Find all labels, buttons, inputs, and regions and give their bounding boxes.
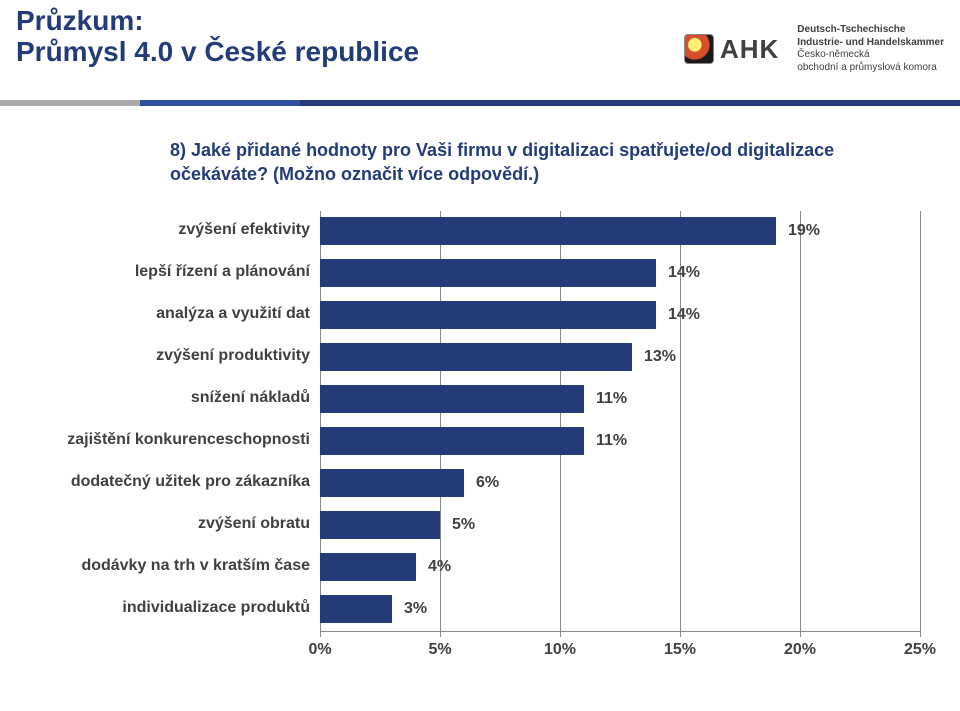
axis-tick-label: 5% bbox=[428, 641, 451, 659]
bar-row: 3% bbox=[320, 595, 920, 623]
value-label: 5% bbox=[452, 516, 475, 534]
rule-segment-blue2 bbox=[300, 100, 960, 106]
partner-line-4: obchodní a průmyslová komora bbox=[797, 62, 944, 75]
bar-row: 11% bbox=[320, 385, 920, 413]
value-label: 4% bbox=[428, 558, 451, 576]
value-label: 3% bbox=[404, 600, 427, 618]
partner-line-2: Industrie- und Handelskammer bbox=[797, 37, 944, 50]
value-label: 14% bbox=[668, 306, 700, 324]
bar-row: 13% bbox=[320, 343, 920, 371]
value-label: 13% bbox=[644, 348, 676, 366]
ahk-logo: AHK bbox=[684, 34, 779, 65]
category-label: dodávky na trh v kratším čase bbox=[50, 557, 310, 575]
bar-row: 19% bbox=[320, 217, 920, 245]
axis-tick-label: 20% bbox=[784, 641, 816, 659]
header-rule bbox=[0, 100, 960, 106]
axis-tick-label: 25% bbox=[904, 641, 936, 659]
rule-segment-blue1 bbox=[140, 100, 300, 106]
bar-row: 14% bbox=[320, 259, 920, 287]
bar bbox=[320, 259, 656, 287]
axis-tick-label: 15% bbox=[664, 641, 696, 659]
category-label: analýza a využití dat bbox=[50, 305, 310, 323]
bar bbox=[320, 511, 440, 539]
bar bbox=[320, 427, 584, 455]
ahk-mark-icon bbox=[684, 34, 714, 64]
axis-tick bbox=[560, 631, 561, 637]
axis-tick-label: 10% bbox=[544, 641, 576, 659]
partner-line-3: Česko-německá bbox=[797, 49, 944, 62]
category-label: zajištění konkurenceschopnosti bbox=[50, 431, 310, 449]
value-label: 14% bbox=[668, 264, 700, 282]
axis-tick bbox=[920, 631, 921, 637]
bar bbox=[320, 301, 656, 329]
axis-tick bbox=[440, 631, 441, 637]
axis-tick-label: 0% bbox=[308, 641, 331, 659]
axis-baseline bbox=[320, 631, 920, 632]
page-title: Průzkum: Průmysl 4.0 v České republice bbox=[16, 6, 419, 68]
category-label: zvýšení obratu bbox=[50, 515, 310, 533]
bar-row: 5% bbox=[320, 511, 920, 539]
partner-text: Deutsch-Tschechische Industrie- und Hand… bbox=[797, 24, 944, 74]
ahk-text: AHK bbox=[720, 34, 779, 65]
category-label: dodatečný užitek pro zákazníka bbox=[50, 473, 310, 491]
value-label: 11% bbox=[596, 432, 627, 450]
value-label: 19% bbox=[788, 222, 820, 240]
bar-row: 14% bbox=[320, 301, 920, 329]
category-label: individualizace produktů bbox=[50, 599, 310, 617]
axis-tick bbox=[680, 631, 681, 637]
category-label: zvýšení produktivity bbox=[50, 347, 310, 365]
value-label: 6% bbox=[476, 474, 499, 492]
chart: 19% zvýšení efektivity 14% lepší řízení a p… bbox=[40, 211, 920, 711]
axis-tick bbox=[800, 631, 801, 637]
category-label: snížení nákladů bbox=[50, 389, 310, 407]
bar bbox=[320, 217, 776, 245]
header: Průzkum: Průmysl 4.0 v České republice A… bbox=[0, 0, 960, 110]
bar-row: 4% bbox=[320, 553, 920, 581]
bar bbox=[320, 385, 584, 413]
bar bbox=[320, 469, 464, 497]
category-label: zvýšení efektivity bbox=[50, 221, 310, 239]
survey-question: 8) Jaké přidané hodnoty pro Vaši firmu v… bbox=[170, 138, 900, 187]
plot-area: 19%zvýšení efektivity14%lepší řízení a p… bbox=[320, 211, 920, 631]
partner-line-1: Deutsch-Tschechische bbox=[797, 24, 944, 37]
rule-segment-grey bbox=[0, 100, 140, 106]
value-label: 11% bbox=[596, 390, 627, 408]
x-axis: 0%5%10%15%20%25% bbox=[320, 631, 920, 671]
title-line-2: Průmysl 4.0 v České republice bbox=[16, 37, 419, 68]
logo-group: AHK Deutsch-Tschechische Industrie- und … bbox=[684, 24, 944, 74]
bar-row: 11% bbox=[320, 427, 920, 455]
gridline bbox=[920, 211, 921, 631]
bar bbox=[320, 343, 632, 371]
title-line-1: Průzkum: bbox=[16, 6, 419, 37]
bar bbox=[320, 553, 416, 581]
axis-tick bbox=[320, 631, 321, 637]
bar-row: 6% bbox=[320, 469, 920, 497]
bar bbox=[320, 595, 392, 623]
category-label: lepší řízení a plánování bbox=[50, 263, 310, 281]
